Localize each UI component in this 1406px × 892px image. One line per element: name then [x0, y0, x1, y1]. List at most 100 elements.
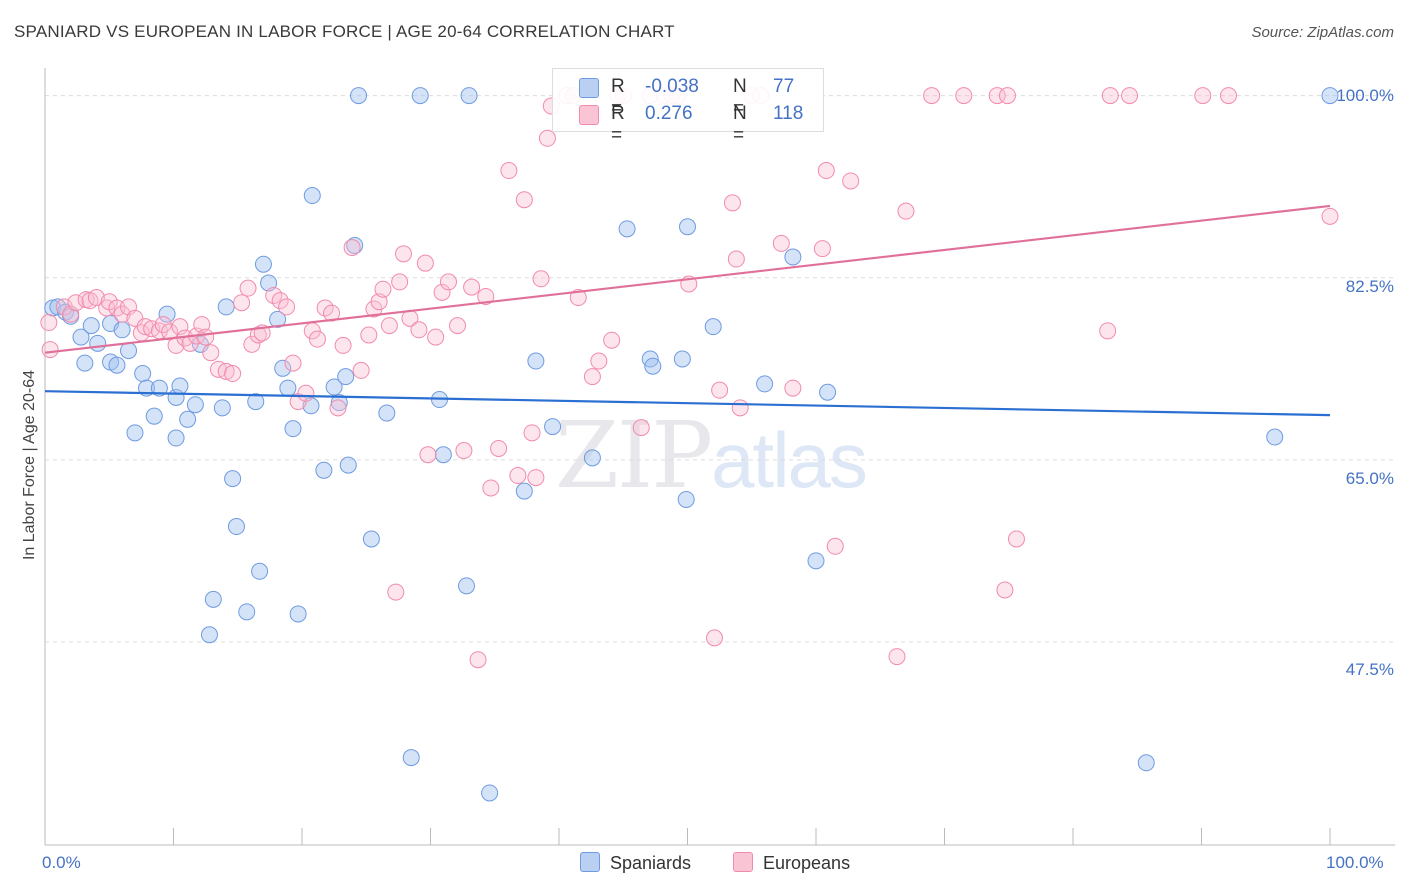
europeans-point — [323, 304, 341, 322]
spaniards-point — [224, 470, 242, 488]
bottom-legend-label: Europeans — [763, 853, 851, 873]
europeans-point — [705, 629, 723, 647]
spaniards-point — [217, 298, 235, 316]
europeans-point — [202, 344, 220, 362]
spaniards-point — [247, 393, 265, 411]
europeans-point — [217, 362, 235, 380]
europeans-point — [410, 321, 428, 339]
spaniards-point — [89, 334, 107, 352]
spaniards-points — [44, 87, 1339, 802]
legend-r-value: -0.038 — [645, 76, 699, 97]
spaniards-point — [108, 356, 126, 374]
spaniards-point — [145, 407, 163, 425]
europeans-point — [1194, 87, 1212, 105]
spaniards-point — [325, 378, 343, 396]
spaniards-point — [1321, 87, 1339, 105]
spaniards-point — [677, 490, 695, 508]
europeans-point — [41, 341, 59, 359]
europeans-point — [136, 318, 154, 336]
europeans-points — [40, 87, 1339, 669]
chart-title: SPANIARD VS EUROPEAN IN LABOR FORCE | AG… — [14, 22, 675, 41]
europeans-point — [334, 336, 352, 354]
x-tick-label: 100.0% — [1326, 853, 1384, 872]
gridlines — [45, 95, 1395, 643]
europeans-point — [243, 335, 261, 353]
spaniards-point — [457, 577, 475, 595]
spaniards-point — [679, 218, 696, 236]
y-tick-label: 100.0% — [1336, 86, 1394, 105]
spaniards-point — [515, 482, 533, 500]
europeans-point — [509, 467, 527, 485]
europeans-point — [374, 280, 392, 298]
europeans-point — [308, 330, 326, 348]
spaniards-point — [315, 461, 333, 479]
spaniards-point — [82, 317, 100, 335]
europeans-point — [455, 442, 473, 460]
europeans-point — [284, 354, 302, 372]
europeans-point — [1219, 87, 1237, 105]
spaniards-point — [1266, 428, 1284, 446]
spaniards-point — [200, 626, 218, 644]
spaniards-point — [784, 248, 802, 266]
europeans-point — [897, 202, 915, 220]
spaniards-point — [544, 418, 562, 436]
europeans-point — [391, 273, 409, 291]
y-axis-label: In Labor Force | Age 20-64 — [21, 369, 38, 561]
europeans-point — [826, 537, 844, 555]
europeans-point — [632, 419, 650, 437]
europeans-point — [888, 648, 906, 666]
spaniards-point — [120, 342, 138, 360]
europeans-point — [500, 162, 518, 180]
europeans-point — [360, 326, 378, 344]
legend-n-key: N = — [733, 103, 747, 146]
europeans-point — [239, 279, 257, 297]
europeans-point — [482, 479, 500, 497]
europeans-point — [955, 87, 973, 105]
y-tick-label: 47.5% — [1345, 660, 1394, 679]
axes — [44, 68, 1395, 846]
europeans-point — [515, 191, 533, 209]
spaniards-point — [274, 359, 292, 377]
spaniards-point — [186, 396, 204, 414]
spaniards-point — [158, 305, 176, 323]
spaniards-point — [378, 404, 396, 422]
europeans-point — [197, 328, 215, 346]
spaniards-point — [113, 321, 131, 339]
spaniards-point — [167, 429, 185, 447]
europeans-point — [603, 331, 621, 349]
spaniards-point — [213, 399, 231, 417]
europeans-point — [233, 294, 251, 312]
spaniards-point — [756, 375, 774, 393]
europeans-point — [996, 581, 1014, 599]
chart-source: Source: ZipAtlas.com — [1251, 24, 1394, 41]
europeans-point — [40, 314, 58, 332]
europeans-point — [813, 240, 831, 258]
spaniards-point — [126, 424, 144, 442]
europeans-point — [1007, 530, 1025, 548]
spaniards-point — [527, 352, 545, 370]
spaniards-point — [171, 377, 189, 395]
europeans-point — [297, 384, 315, 402]
spaniards-point — [673, 350, 691, 368]
bottom-legend-swatch — [733, 852, 753, 872]
europeans-point — [538, 129, 556, 147]
europeans-point — [583, 368, 601, 386]
bottom-legend-swatch — [580, 852, 600, 872]
legend-r-key: R = — [611, 103, 625, 146]
europeans-point — [477, 287, 495, 305]
spaniards-point — [251, 562, 269, 580]
europeans-trend-line — [44, 204, 1331, 354]
europeans-point — [113, 305, 131, 323]
spaniards-point — [481, 784, 499, 802]
spaniards-point — [618, 220, 636, 238]
bottom-legend-spaniards: Spaniards — [580, 852, 691, 874]
spaniards-trend-line — [44, 390, 1331, 417]
spaniards-point — [238, 603, 256, 621]
europeans-point — [416, 254, 434, 272]
legend-n-value: 118 — [773, 103, 804, 124]
spaniards-point — [583, 449, 601, 467]
europeans-point — [419, 446, 437, 464]
spaniards-point — [76, 354, 94, 372]
europeans-point — [988, 87, 1006, 105]
spaniards-point — [402, 749, 420, 767]
